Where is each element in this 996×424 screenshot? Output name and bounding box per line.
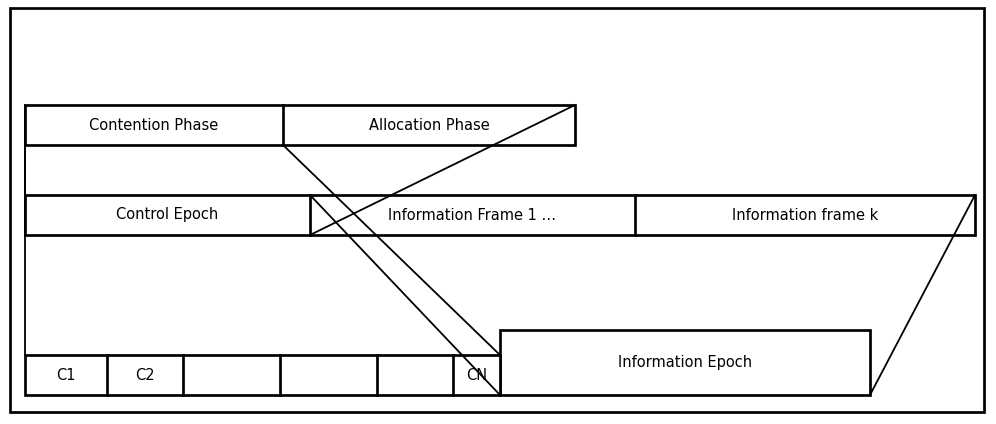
Text: CN: CN — [466, 368, 487, 382]
Text: C2: C2 — [135, 368, 154, 382]
Text: Contention Phase: Contention Phase — [90, 117, 219, 132]
Text: Information frame k: Information frame k — [732, 207, 878, 223]
Text: Control Epoch: Control Epoch — [117, 207, 219, 223]
Text: Allocation Phase: Allocation Phase — [369, 117, 489, 132]
Text: Information Epoch: Information Epoch — [618, 355, 752, 370]
Bar — [500, 330, 870, 395]
Text: C1: C1 — [56, 368, 76, 382]
Bar — [25, 105, 575, 145]
Text: Information Frame 1 …: Information Frame 1 … — [388, 207, 557, 223]
Bar — [25, 355, 500, 395]
Bar — [25, 195, 975, 235]
